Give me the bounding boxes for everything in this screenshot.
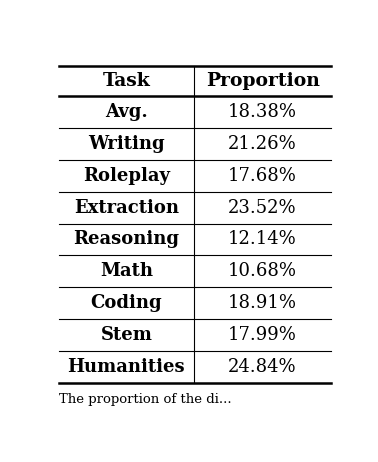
Text: Roleplay: Roleplay (83, 167, 170, 185)
Text: 18.91%: 18.91% (228, 294, 297, 312)
Text: 24.84%: 24.84% (228, 358, 297, 376)
Text: 18.38%: 18.38% (228, 103, 297, 121)
Text: 10.68%: 10.68% (228, 262, 297, 280)
Text: 12.14%: 12.14% (228, 231, 297, 249)
Text: Task: Task (102, 72, 150, 90)
Text: Writing: Writing (88, 135, 165, 153)
Text: 17.99%: 17.99% (228, 326, 297, 344)
Text: Humanities: Humanities (68, 358, 185, 376)
Text: Reasoning: Reasoning (73, 231, 179, 249)
Text: 17.68%: 17.68% (228, 167, 297, 185)
Text: 21.26%: 21.26% (228, 135, 297, 153)
Text: Math: Math (100, 262, 153, 280)
Text: Proportion: Proportion (206, 72, 319, 90)
Text: 23.52%: 23.52% (228, 199, 297, 217)
Text: The proportion of the di...: The proportion of the di... (59, 394, 232, 407)
Text: Stem: Stem (101, 326, 152, 344)
Text: Extraction: Extraction (74, 199, 179, 217)
Text: Coding: Coding (91, 294, 162, 312)
Text: Avg.: Avg. (105, 103, 148, 121)
